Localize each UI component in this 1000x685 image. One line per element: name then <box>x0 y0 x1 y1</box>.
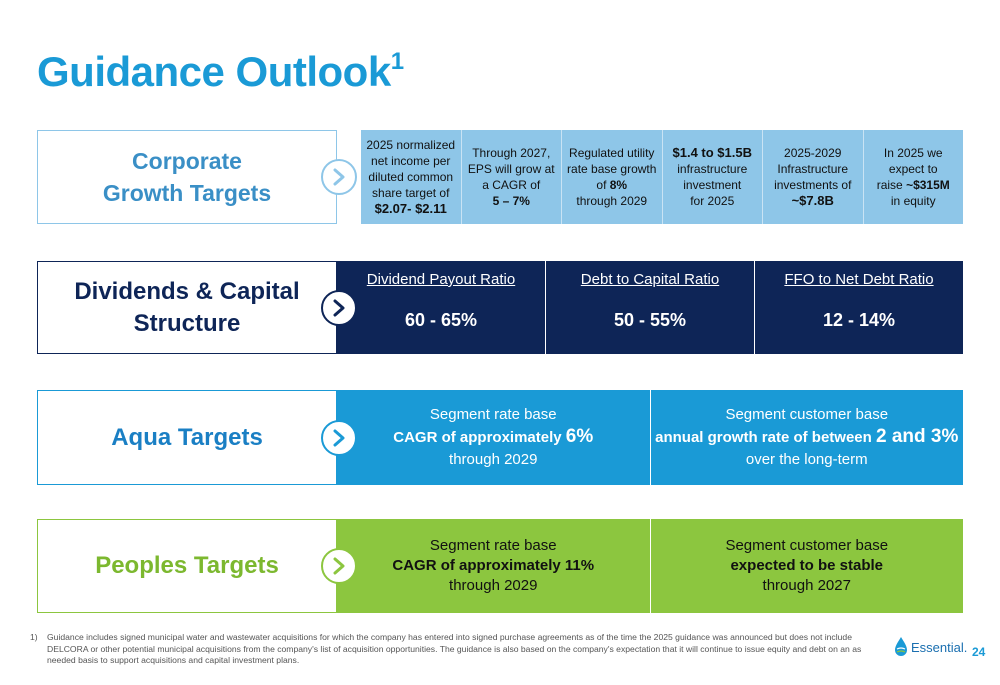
cell-text: EPS will grow at <box>467 162 555 176</box>
cell-text-part: raise <box>876 178 907 192</box>
cell-text: for 2025 <box>690 194 735 208</box>
cell-text: annual growth rate of between 2 and 3% <box>655 426 958 449</box>
chevron-right-icon <box>321 419 357 456</box>
logo-wordmark: Essential. <box>911 639 968 655</box>
chevron-right-icon <box>321 159 357 195</box>
peoples-targets-row: Peoples Targets Segment rate base CAGR o… <box>37 519 963 613</box>
cell-value: $2.07- $2.11 <box>374 201 447 216</box>
cell-value: expected to be stable <box>730 557 884 574</box>
cell-text: raise ~$315M <box>877 177 950 193</box>
cell-value: 60 - 65% <box>404 310 478 330</box>
cell-value: 5 – 7% <box>492 194 530 208</box>
cell-heading: FFO to Net Debt Ratio <box>784 271 934 288</box>
peoples-rate-base: Segment rate base CAGR of approximately … <box>337 519 651 613</box>
corporate-target-equity: In 2025 we expect to raise ~$315M in equ… <box>864 130 964 224</box>
cell-value: 2 and 3% <box>875 426 959 447</box>
corporate-label-line2: Growth Targets <box>102 180 272 206</box>
ffo-to-net-debt-ratio: FFO to Net Debt Ratio 12 - 14% <box>755 261 963 354</box>
corporate-target-rate-base: Regulated utility rate base growth of 8%… <box>562 130 663 224</box>
cell-value: 50 - 55% <box>613 310 687 330</box>
peoples-customer-base: Segment customer base expected to be sta… <box>651 519 964 613</box>
cell-value: CAGR of approximately 11% <box>392 557 595 574</box>
cell-text: 2025 normalized <box>366 138 456 152</box>
cell-value: 6% <box>565 426 594 447</box>
corporate-target-eps: Through 2027, EPS will grow at a CAGR of… <box>462 130 562 224</box>
page-title-text: Guidance Outlook <box>37 48 391 95</box>
corporate-target-infrastructure-2025-2029: 2025-2029 Infrastructure investments of … <box>763 130 864 224</box>
cell-text: a CAGR of <box>482 178 541 192</box>
corporate-growth-label: Corporate Growth Targets <box>37 130 337 224</box>
corporate-targets-cells: 2025 normalized net income per diluted c… <box>361 130 963 224</box>
cell-heading: Debt to Capital Ratio <box>580 271 720 288</box>
cell-text: net income per <box>371 154 451 168</box>
cell-text-part: of <box>596 178 610 192</box>
footnote-number: 1) <box>30 632 38 642</box>
water-drop-logo-icon <box>895 637 907 656</box>
cell-text: investment <box>683 178 742 192</box>
debt-to-capital-ratio: Debt to Capital Ratio 50 - 55% <box>546 261 755 354</box>
cell-text-part: annual growth rate of between <box>655 429 876 446</box>
cell-text: over the long-term <box>745 451 868 468</box>
cell-text: diluted common <box>368 170 454 184</box>
cell-text: expect to <box>888 162 938 176</box>
cell-text: through 2029 <box>449 577 538 594</box>
aqua-targets-label: Aqua Targets <box>37 390 337 485</box>
cell-text: in equity <box>890 194 936 208</box>
cell-text: CAGR of approximately 6% <box>393 426 593 449</box>
page-number: 24 <box>972 645 986 659</box>
aqua-customer-base: Segment customer base annual growth rate… <box>651 390 964 485</box>
cell-text: Segment customer base <box>725 406 889 423</box>
chevron-right-icon <box>321 289 357 326</box>
cell-text: Segment rate base <box>429 537 557 554</box>
cell-value: ~$315M <box>906 178 950 192</box>
cell-text: 2025-2029 <box>784 146 842 160</box>
cell-value: ~$7.8B <box>791 193 834 208</box>
cell-text: rate base growth <box>567 162 657 176</box>
peoples-targets-label: Peoples Targets <box>37 519 337 613</box>
corporate-target-net-income: 2025 normalized net income per diluted c… <box>361 130 462 224</box>
cell-text: of 8% <box>596 177 627 193</box>
footnote-text: Guidance includes signed municipal water… <box>47 632 862 665</box>
cell-value: $1.4 to $1.5B <box>672 145 753 160</box>
corporate-growth-row: Corporate Growth Targets 2025 normalized… <box>37 130 963 224</box>
corporate-target-infrastructure-2025: $1.4 to $1.5B infrastructure investment … <box>663 130 763 224</box>
dividends-capital-row: Dividends & Capital Structure Dividend P… <box>37 261 963 354</box>
aqua-rate-base: Segment rate base CAGR of approximately … <box>337 390 651 485</box>
dividends-label-line2: Structure <box>133 309 241 337</box>
footnote: 1) Guidance includes signed municipal wa… <box>30 632 890 667</box>
cell-text: share target of <box>372 186 450 200</box>
peoples-targets-cells: Segment rate base CAGR of approximately … <box>337 519 963 613</box>
cell-text: infrastructure <box>677 162 748 176</box>
cell-text: through 2029 <box>576 194 648 208</box>
dividends-capital-cells: Dividend Payout Ratio 60 - 65% Debt to C… <box>337 261 963 354</box>
cell-text: Through 2027, <box>472 146 551 160</box>
cell-text: Segment rate base <box>429 406 557 423</box>
dividends-capital-label: Dividends & Capital Structure <box>37 261 337 354</box>
cell-text: Regulated utility <box>569 146 655 160</box>
aqua-targets-cells: Segment rate base CAGR of approximately … <box>337 390 963 485</box>
cell-text: Infrastructure <box>777 162 849 176</box>
cell-text: through 2029 <box>449 451 538 468</box>
page-title: Guidance Outlook1 <box>37 48 404 96</box>
dividend-payout-ratio: Dividend Payout Ratio 60 - 65% <box>337 261 546 354</box>
cell-text-part: CAGR of approximately <box>393 429 566 446</box>
essential-logo: Essential. <box>893 636 967 658</box>
cell-text: In 2025 we <box>883 146 943 160</box>
cell-text: Segment customer base <box>725 537 889 554</box>
aqua-targets-row: Aqua Targets Segment rate base CAGR of a… <box>37 390 963 485</box>
chevron-right-icon <box>321 548 357 584</box>
corporate-label-line1: Corporate <box>132 148 242 174</box>
cell-value: 12 - 14% <box>822 310 896 330</box>
cell-text: through 2027 <box>762 577 851 594</box>
title-footnote-marker: 1 <box>390 48 404 75</box>
dividends-label-line1: Dividends & Capital <box>74 277 300 305</box>
cell-heading: Dividend Payout Ratio <box>366 271 516 288</box>
cell-value: 8% <box>609 178 628 192</box>
cell-text: investments of <box>774 178 852 192</box>
